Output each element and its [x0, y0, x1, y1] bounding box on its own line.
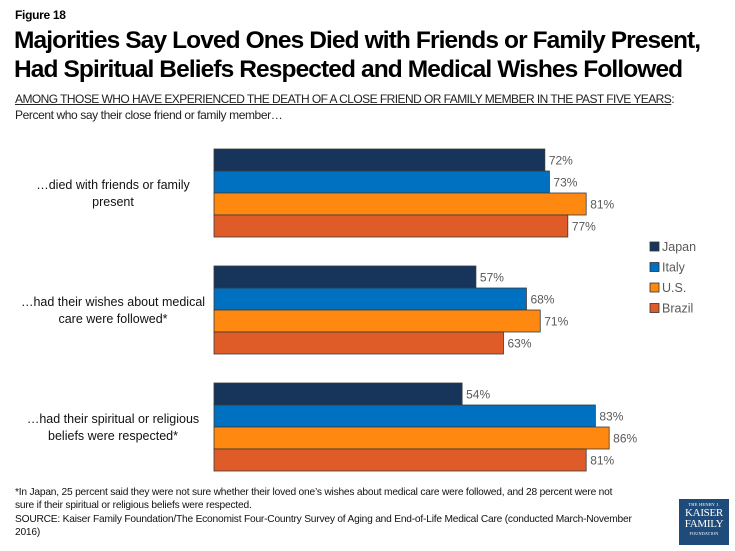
legend-label: U.S. — [662, 281, 686, 295]
bar-italy — [213, 287, 527, 311]
category-label-line-2: beliefs were respected* — [48, 429, 178, 443]
data-label: 63% — [507, 337, 531, 351]
bar-group: …had their wishes about medical care were… — [21, 265, 569, 355]
bar-brazil — [213, 214, 569, 238]
legend-swatch — [649, 282, 660, 293]
data-label: 73% — [553, 176, 577, 190]
kff-logo: THE HENRY J. KAISER FAMILY FOUNDATION — [679, 499, 729, 545]
chart-title-line-1: Majorities Say Loved Ones Died with Frie… — [14, 27, 701, 54]
legend: Japan Italy U.S. Brazil — [649, 240, 696, 316]
bar-italy — [213, 170, 550, 194]
category-label-line-1: …had their spiritual or religious — [27, 412, 199, 426]
figure-label: Figure 18 — [15, 8, 66, 22]
footnote-source-line-2: 2016) — [15, 526, 41, 538]
footnote-source-line-1: SOURCE: Kaiser Family Foundation/The Eco… — [15, 513, 632, 525]
bar-italy — [213, 404, 596, 428]
data-label: 86% — [613, 432, 637, 446]
bar-group: …had their spiritual or religious beliefs… — [27, 382, 638, 472]
chart-question: Percent who say their close friend or fa… — [15, 108, 283, 122]
bar-group: …died with friends or family present 72% 73… — [36, 148, 615, 238]
legend-label: Italy — [662, 261, 686, 275]
legend-label: Brazil — [662, 302, 693, 316]
bar-us — [213, 426, 610, 450]
data-label: 57% — [480, 271, 504, 285]
legend-swatch — [649, 303, 660, 313]
legend-label: Japan — [662, 240, 696, 254]
category-label-line-2: present — [92, 195, 134, 209]
chart-subtitle: AMONG THOSE WHO HAVE EXPERIENCED THE DEA… — [15, 92, 675, 107]
footnote: *In Japan, 25 percent said they were not… — [15, 486, 655, 539]
subtitle-population: AMONG THOSE WHO HAVE EXPERIENCED THE DEA… — [15, 92, 672, 106]
logo-line-3: FAMILY — [684, 518, 724, 530]
footnote-note-line-2: sure if their spiritual or religious bel… — [15, 500, 252, 512]
bar-japan — [213, 382, 463, 406]
data-label: 77% — [572, 220, 596, 234]
chart-title: Majorities Say Loved Ones Died with Frie… — [14, 26, 729, 84]
legend-swatch — [649, 241, 660, 252]
bar-brazil — [213, 448, 587, 472]
bar-brazil — [213, 331, 504, 355]
data-label: 54% — [466, 388, 490, 402]
bar-us — [213, 192, 587, 216]
logo-line-1: THE HENRY J. — [688, 502, 720, 507]
data-label: 81% — [590, 198, 614, 212]
bar-japan — [213, 265, 477, 289]
chart-title-line-2: Had Spiritual Beliefs Respected and Medi… — [14, 56, 683, 83]
data-label: 72% — [549, 154, 573, 168]
bar-us — [213, 309, 541, 333]
category-label-line-2: care were followed* — [58, 312, 167, 326]
category-label-line-1: …died with friends or family — [36, 178, 190, 192]
category-label-line-1: …had their wishes about medical — [21, 295, 205, 309]
data-label: 81% — [590, 454, 614, 468]
bar-japan — [213, 148, 546, 172]
legend-swatch — [649, 262, 660, 272]
logo-line-4: FOUNDATION — [689, 531, 719, 536]
data-label: 71% — [544, 315, 568, 329]
subtitle-colon: : — [671, 92, 675, 106]
logo-line-2: KAISER — [685, 507, 723, 519]
data-label: 83% — [599, 410, 623, 424]
data-label: 68% — [530, 293, 554, 307]
footnote-note-line-1: *In Japan, 25 percent said they were not… — [15, 487, 613, 498]
